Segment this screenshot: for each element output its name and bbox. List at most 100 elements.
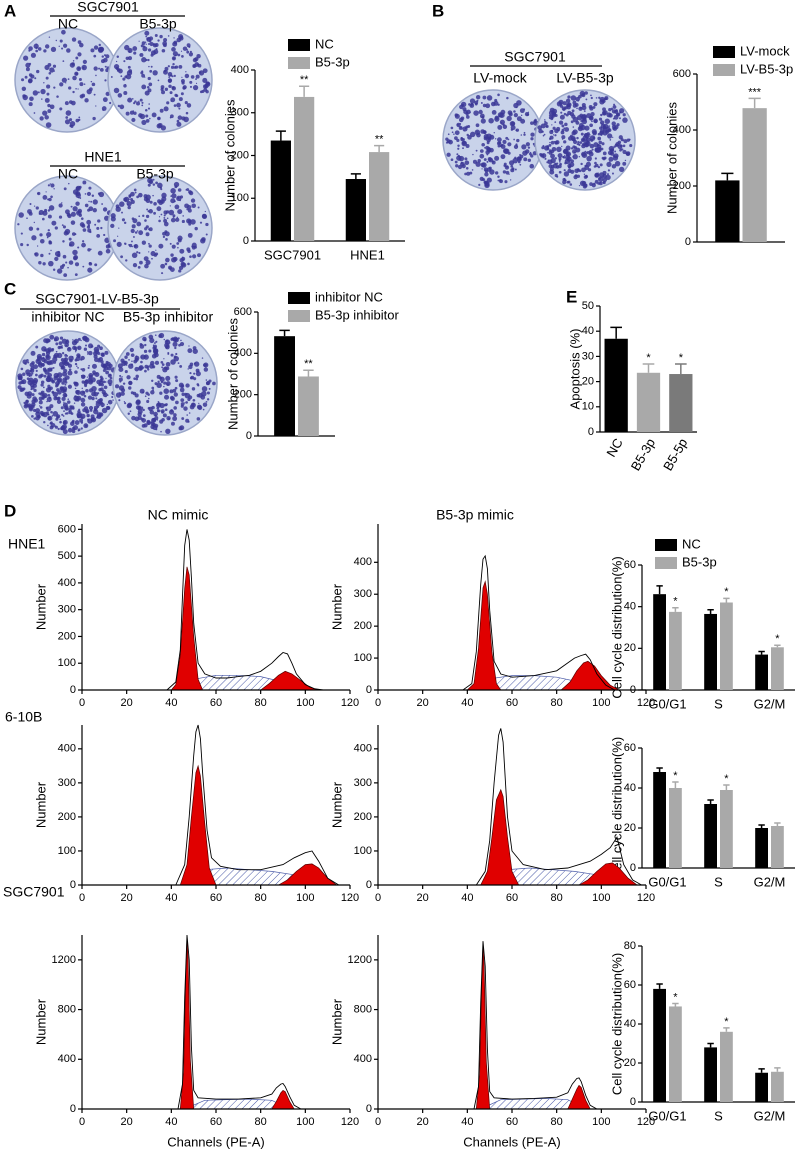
colony	[176, 119, 180, 123]
colony	[129, 410, 132, 413]
colony	[200, 238, 206, 244]
colony	[171, 244, 176, 249]
colony	[446, 152, 451, 157]
colony	[180, 402, 185, 406]
colony	[179, 341, 185, 347]
colony	[104, 65, 107, 68]
colony	[158, 219, 161, 223]
colony	[42, 386, 45, 389]
bar	[755, 828, 768, 868]
y-tick-label: 0	[685, 236, 691, 248]
colony	[59, 39, 63, 43]
colony	[616, 123, 620, 127]
colony	[125, 352, 130, 356]
colony	[158, 332, 165, 339]
x-tick-label: 80	[551, 1116, 563, 1128]
x-tick-label: 100	[296, 697, 314, 709]
colony	[538, 128, 543, 134]
legend-label: LV-mock	[740, 43, 790, 58]
colony	[555, 140, 560, 145]
colony	[520, 114, 523, 117]
colony	[127, 203, 129, 206]
colony	[126, 70, 133, 76]
y-tick-label: 200	[673, 180, 691, 192]
colony	[55, 350, 58, 353]
colony	[548, 137, 552, 141]
colony	[67, 427, 73, 433]
colony	[486, 141, 490, 145]
colony	[570, 169, 575, 174]
error-bar	[299, 85, 310, 97]
colony	[55, 39, 58, 42]
colony	[208, 387, 211, 390]
colony	[26, 243, 29, 247]
colony	[58, 341, 63, 345]
colony	[557, 153, 563, 159]
y-tick-label: 60	[624, 559, 636, 571]
colony	[57, 427, 60, 431]
colony	[460, 161, 465, 167]
colony	[25, 67, 30, 72]
colony	[87, 208, 91, 212]
colony	[143, 197, 149, 202]
y-tick-label: 0	[70, 879, 76, 891]
colony	[173, 104, 177, 107]
colony	[171, 56, 177, 61]
colony	[80, 402, 86, 407]
colony	[164, 87, 169, 91]
colony	[84, 384, 88, 388]
colony	[81, 367, 86, 372]
colony	[67, 398, 70, 401]
colony	[497, 179, 500, 182]
colony	[205, 81, 211, 87]
colony	[586, 137, 591, 142]
row-label: SGC7901	[3, 884, 65, 900]
colony	[66, 362, 70, 366]
colony	[129, 347, 134, 353]
colony	[205, 233, 208, 236]
colony	[172, 341, 178, 347]
colony	[131, 252, 138, 259]
colony	[93, 390, 96, 393]
colony	[131, 415, 136, 421]
colony	[548, 114, 552, 117]
colony	[202, 408, 205, 411]
colony	[173, 181, 180, 188]
colony	[552, 126, 556, 130]
colony	[548, 164, 553, 169]
colony	[523, 157, 528, 162]
colony	[28, 46, 33, 51]
colony	[38, 374, 43, 379]
colony	[475, 94, 481, 100]
colony	[68, 410, 71, 413]
colony	[135, 405, 141, 410]
colony	[95, 397, 98, 400]
colony	[561, 138, 564, 140]
colony	[128, 363, 134, 369]
colony	[48, 71, 52, 75]
colony	[212, 381, 216, 386]
colony	[471, 169, 474, 171]
colony	[563, 127, 566, 130]
colony	[480, 101, 483, 104]
colony	[613, 145, 616, 148]
colony	[48, 205, 55, 211]
y-tick-label: 600	[234, 306, 252, 318]
colony	[128, 380, 133, 386]
colony	[61, 413, 64, 416]
colony	[553, 128, 555, 130]
colony	[576, 107, 578, 110]
colony	[78, 116, 81, 119]
colony	[185, 401, 188, 404]
colony	[185, 111, 189, 115]
colony	[487, 157, 492, 162]
plate-label: B5-3p	[136, 166, 174, 182]
colony	[184, 402, 186, 404]
colony	[115, 204, 120, 209]
colony	[151, 353, 157, 359]
colony	[624, 159, 627, 162]
colony	[485, 150, 490, 155]
y-tick-label: 80	[624, 940, 636, 952]
colony	[158, 243, 164, 249]
colony	[156, 419, 158, 421]
